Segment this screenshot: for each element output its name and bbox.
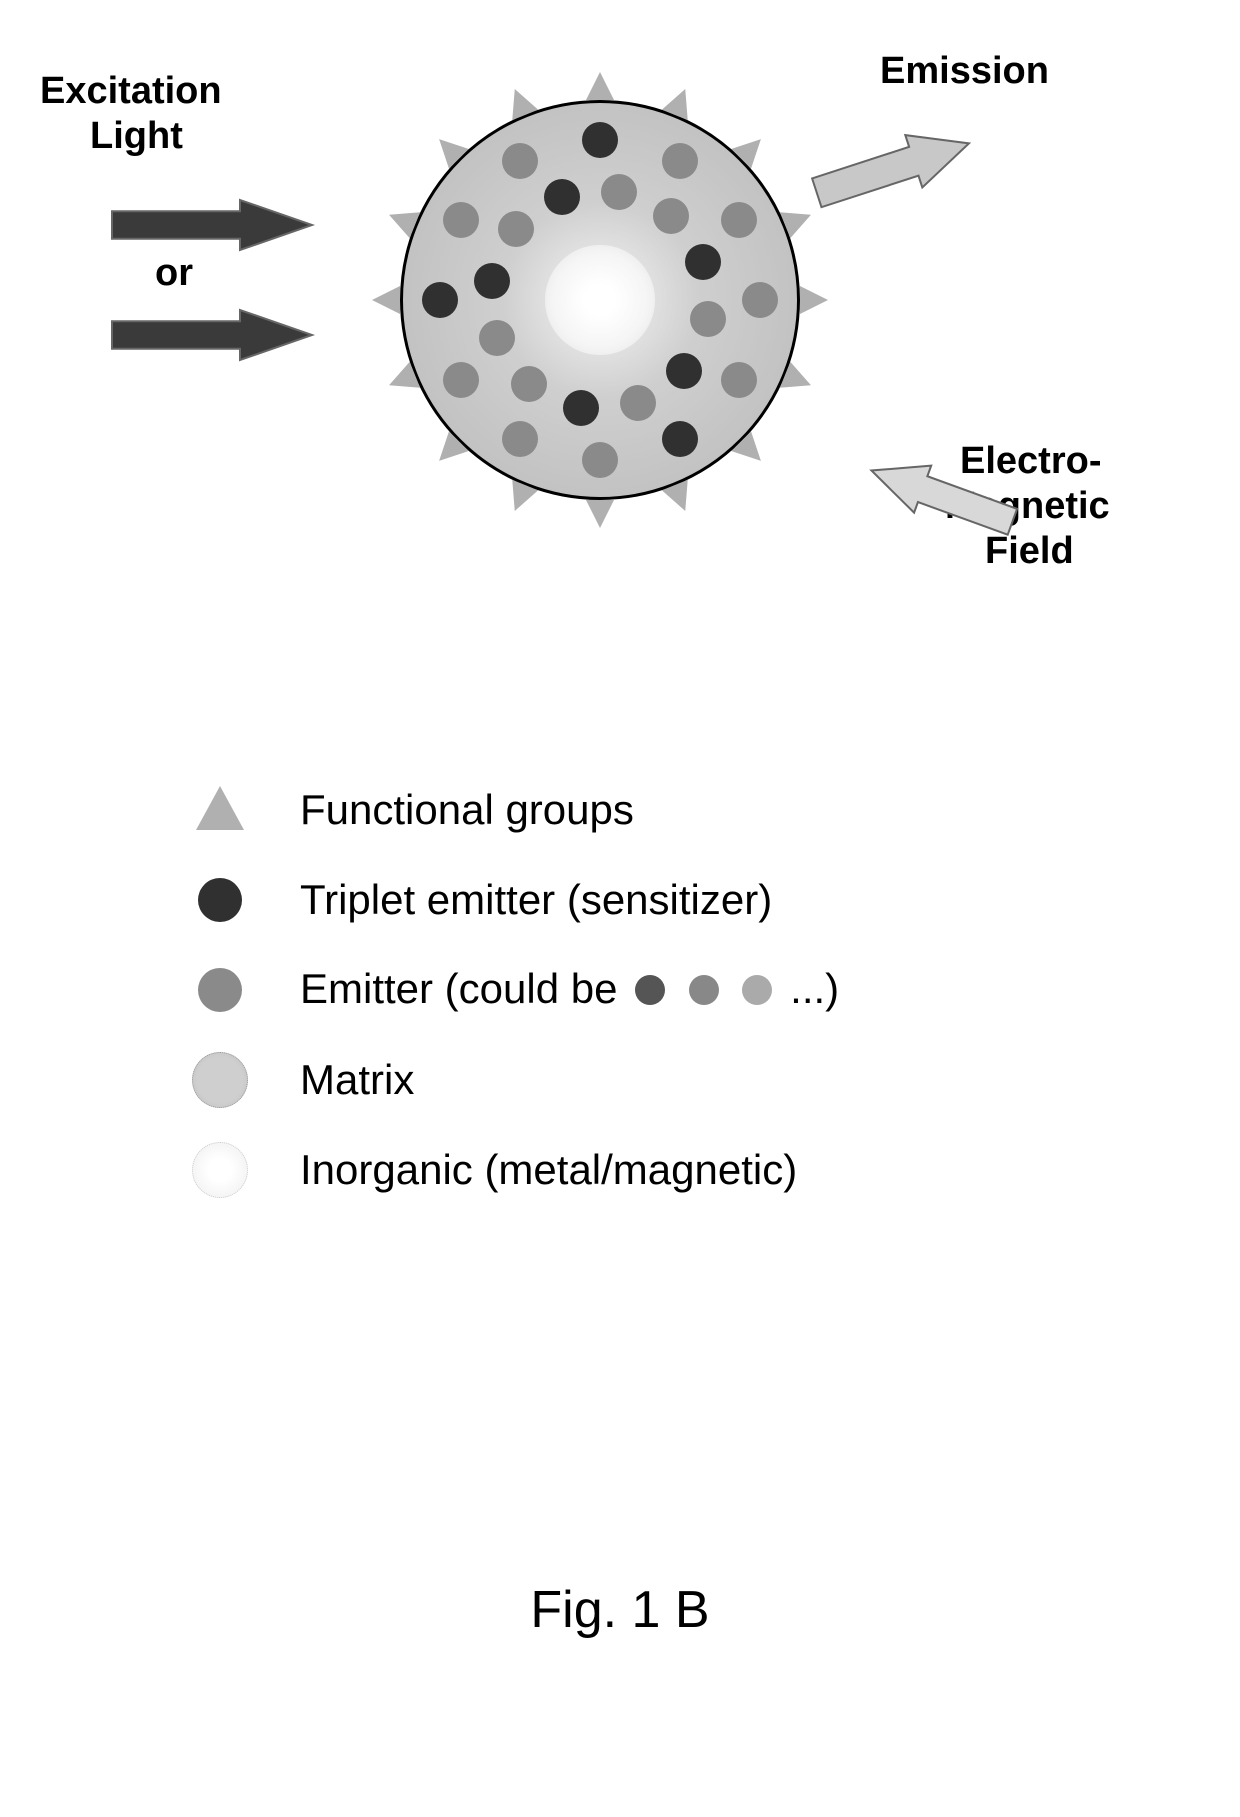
emitter-dot: [742, 282, 778, 318]
emitter-dot: [498, 211, 534, 247]
triplet-dot: [563, 390, 599, 426]
surface-functional-group: [800, 286, 828, 314]
triplet-dot: [544, 179, 580, 215]
diagram-area: Excitation Light or Emission Electro- Ma…: [0, 20, 1240, 670]
inorganic-icon: [190, 1140, 250, 1200]
emitter-sub-dot-2: [683, 967, 725, 1015]
emitter-dot: [582, 442, 618, 478]
figure-caption: Fig. 1 B: [0, 1580, 1240, 1640]
legend-row-triplet: Triplet emitter (sensitizer): [190, 870, 1090, 930]
matrix-icon: [190, 1050, 250, 1110]
emitter-sub-dot-1: [629, 967, 671, 1015]
emitter-dot: [653, 198, 689, 234]
legend-emitter-post: ...): [790, 965, 839, 1012]
legend-row-functional: Functional groups: [190, 780, 1090, 840]
emitter-dot: [502, 421, 538, 457]
excitation-label-line1: Excitation: [40, 70, 222, 114]
legend-row-matrix: Matrix: [190, 1050, 1090, 1110]
legend-emitter-pre: Emitter (could be: [300, 965, 617, 1012]
emitter-dot: [721, 362, 757, 398]
emitter-dot: [479, 320, 515, 356]
triplet-dot: [662, 421, 698, 457]
legend-text-inorganic: Inorganic (metal/magnetic): [300, 1146, 797, 1194]
emitter-sub-dot-3: [736, 967, 778, 1015]
legend-row-inorganic: Inorganic (metal/magnetic): [190, 1140, 1090, 1200]
inorganic-core: [545, 245, 655, 355]
emitter-dot: [601, 174, 637, 210]
emitter-dot: [620, 385, 656, 421]
triplet-emitter-icon: [190, 870, 250, 930]
legend-text-emitter: Emitter (could be ...): [300, 965, 839, 1016]
functional-groups-icon: [190, 780, 250, 840]
legend-row-emitter: Emitter (could be ...): [190, 960, 1090, 1020]
emission-label: Emission: [880, 50, 1049, 94]
emitter-icon: [190, 960, 250, 1020]
excitation-label-line2: Light: [90, 115, 183, 159]
surface-functional-group: [586, 500, 614, 528]
triplet-dot: [474, 263, 510, 299]
emitter-dot: [721, 202, 757, 238]
surface-functional-group: [586, 72, 614, 100]
legend-text-matrix: Matrix: [300, 1056, 414, 1104]
triplet-dot: [422, 282, 458, 318]
surface-functional-group: [372, 286, 400, 314]
triplet-dot: [582, 122, 618, 158]
legend-text-triplet: Triplet emitter (sensitizer): [300, 876, 772, 924]
legend: Functional groups Triplet emitter (sensi…: [190, 780, 1090, 1230]
legend-text-functional: Functional groups: [300, 786, 634, 834]
triplet-dot: [666, 353, 702, 389]
